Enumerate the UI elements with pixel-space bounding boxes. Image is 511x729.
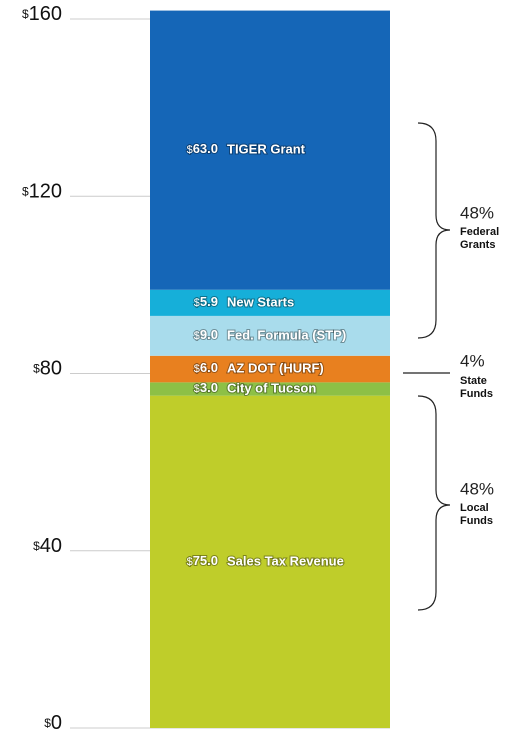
segment-label: AZ DOT (HURF) bbox=[227, 361, 324, 376]
annotation-text: State Funds bbox=[460, 375, 493, 400]
y-tick-label: $40 bbox=[33, 535, 62, 557]
segment-label: New Starts bbox=[227, 294, 294, 309]
segment-label: City of Tucson bbox=[227, 380, 316, 395]
segment-label: Fed. Formula (STP) bbox=[227, 327, 346, 342]
value-label: $75.0 bbox=[187, 553, 218, 568]
bar-segment bbox=[150, 10, 390, 290]
braces bbox=[403, 122, 451, 611]
y-tick-label: $160 bbox=[22, 3, 62, 25]
annotation-text: Local Funds bbox=[460, 502, 493, 527]
annotation-percent: 4% bbox=[460, 351, 485, 370]
value-label: $63.0 bbox=[187, 142, 218, 157]
value-label: $3.0 bbox=[194, 380, 218, 395]
segment-label: TIGER Grant bbox=[227, 142, 306, 157]
y-tick-label: $80 bbox=[33, 358, 62, 380]
bar-segment bbox=[150, 382, 390, 396]
bar-segment bbox=[150, 289, 390, 316]
bar-segment bbox=[150, 315, 390, 356]
value-label: $5.9 bbox=[194, 294, 218, 309]
y-tick-label: $120 bbox=[22, 181, 62, 203]
y-tick-label: $0 bbox=[44, 712, 62, 729]
value-label: $9.0 bbox=[194, 327, 218, 342]
bar-segment bbox=[150, 355, 390, 383]
annotation-percent: 48% bbox=[460, 479, 494, 498]
segment-label: Sales Tax Revenue bbox=[227, 553, 344, 568]
annotation-percent: 48% bbox=[460, 203, 494, 222]
federal-brace bbox=[417, 122, 451, 339]
value-label: $6.0 bbox=[194, 361, 218, 376]
local-brace bbox=[417, 395, 451, 611]
bar-segment bbox=[150, 395, 390, 728]
annotation-text: Federal Grants bbox=[460, 226, 502, 251]
